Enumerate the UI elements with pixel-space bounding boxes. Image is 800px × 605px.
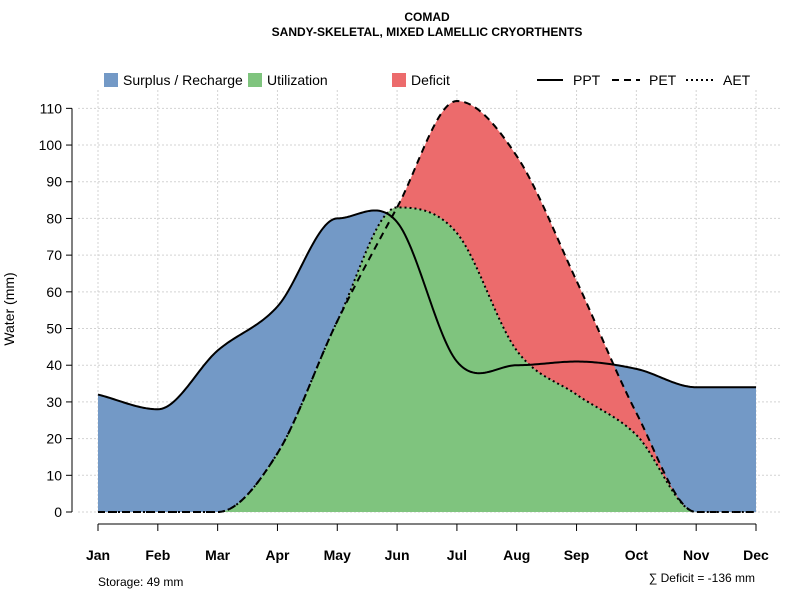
- x-tick-label: Apr: [265, 547, 290, 563]
- x-tick-label: Sep: [564, 547, 590, 563]
- x-tick-label: Jun: [385, 547, 410, 563]
- y-tick-label: 20: [46, 431, 62, 447]
- x-tick-label: Oct: [625, 547, 649, 563]
- y-tick-label: 0: [54, 504, 62, 520]
- storage-annotation: Storage: 49 mm: [98, 575, 183, 589]
- series-lines: [97, 100, 756, 513]
- y-tick-label: 50: [46, 321, 62, 337]
- x-tick-label: Mar: [205, 547, 230, 563]
- x-tick-label: Jul: [447, 547, 467, 563]
- y-axis-label: Water (mm): [1, 272, 17, 345]
- legend: Surplus / Recharge Utilization Deficit P…: [104, 72, 751, 88]
- y-tick-label: 60: [46, 284, 62, 300]
- axes: 0 10 20 30 40 50 60 70 80 90 100 110 Jan Feb Mar Apr May…: [39, 100, 769, 563]
- chart-subtitle: SANDY-SKELETAL, MIXED LAMELLIC CRYORTHEN…: [272, 25, 583, 39]
- x-tick-label: Feb: [145, 547, 170, 563]
- line-pet: [98, 100, 756, 513]
- line-aet: [98, 206, 756, 513]
- areas: [98, 101, 756, 512]
- legend-swatch-surplus: [104, 73, 118, 87]
- y-tick-label: 100: [39, 137, 63, 153]
- legend-label-deficit: Deficit: [411, 72, 450, 88]
- legend-label-utilization: Utilization: [267, 72, 328, 88]
- x-tick-label: Dec: [743, 547, 769, 563]
- deficit-area: [98, 101, 756, 512]
- x-tick-label: Nov: [683, 547, 710, 563]
- legend-swatch-deficit: [392, 73, 406, 87]
- x-tick-label: Aug: [503, 547, 530, 563]
- x-tick-label: Jan: [86, 547, 110, 563]
- y-tick-label: 30: [46, 394, 62, 410]
- legend-label-aet: AET: [723, 72, 751, 88]
- utilization-area: [98, 207, 756, 512]
- y-tick-label: 80: [46, 210, 62, 226]
- deficit-annotation: ∑ Deficit = -136 mm: [649, 571, 755, 585]
- legend-swatch-utilization: [248, 73, 262, 87]
- x-tick-label: May: [324, 547, 351, 563]
- surplus-area: [98, 207, 756, 512]
- legend-label-pet: PET: [649, 72, 677, 88]
- legend-label-ppt: PPT: [573, 72, 601, 88]
- chart-title: COMAD: [404, 10, 450, 24]
- y-tick-label: 10: [46, 467, 62, 483]
- y-tick-label: 110: [40, 100, 63, 116]
- y-tick-label: 90: [46, 174, 62, 190]
- line-ppt: [97, 209, 756, 411]
- y-tick-label: 70: [46, 247, 62, 263]
- y-tick-label: 40: [46, 357, 62, 373]
- legend-label-surplus: Surplus / Recharge: [123, 72, 243, 88]
